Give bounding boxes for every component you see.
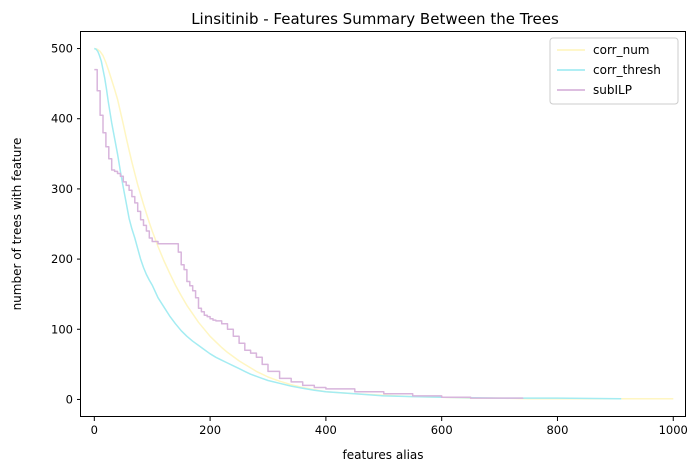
chart-title: Linsitinib - Features Summary Between th… <box>191 10 559 28</box>
y-axis-label: number of trees with feature <box>10 138 24 311</box>
series-layer <box>94 47 674 400</box>
x-tick-label: 400 <box>315 423 337 437</box>
x-tick-label: 1000 <box>659 423 688 437</box>
legend-label-corr-num: corr_num <box>593 43 650 57</box>
x-tick-label: 600 <box>431 423 453 437</box>
series-line-corr-thresh <box>94 47 622 400</box>
y-axis-ticks: 0 100 200 300 400 500 <box>51 42 81 406</box>
legend-label-corr-thresh: corr_thresh <box>593 63 661 77</box>
y-tick-label: 0 <box>66 392 73 406</box>
series-line-subILP <box>94 68 524 399</box>
x-tick-label: 200 <box>199 423 221 437</box>
legend: corr_num corr_thresh subILP <box>549 37 679 105</box>
x-axis-label: features alias <box>342 448 423 462</box>
x-tick-label: 0 <box>91 423 98 437</box>
x-tick-label: 800 <box>546 423 568 437</box>
y-tick-label: 500 <box>51 42 73 56</box>
y-tick-label: 100 <box>51 322 73 336</box>
legend-box <box>549 37 679 105</box>
plot-frame <box>80 31 686 417</box>
y-tick-label: 200 <box>51 252 73 266</box>
x-axis-ticks: 0 200 400 600 800 1000 <box>91 417 688 437</box>
legend-label-subILP: subILP <box>593 83 632 97</box>
y-tick-label: 300 <box>51 182 73 196</box>
y-tick-label: 400 <box>51 112 73 126</box>
